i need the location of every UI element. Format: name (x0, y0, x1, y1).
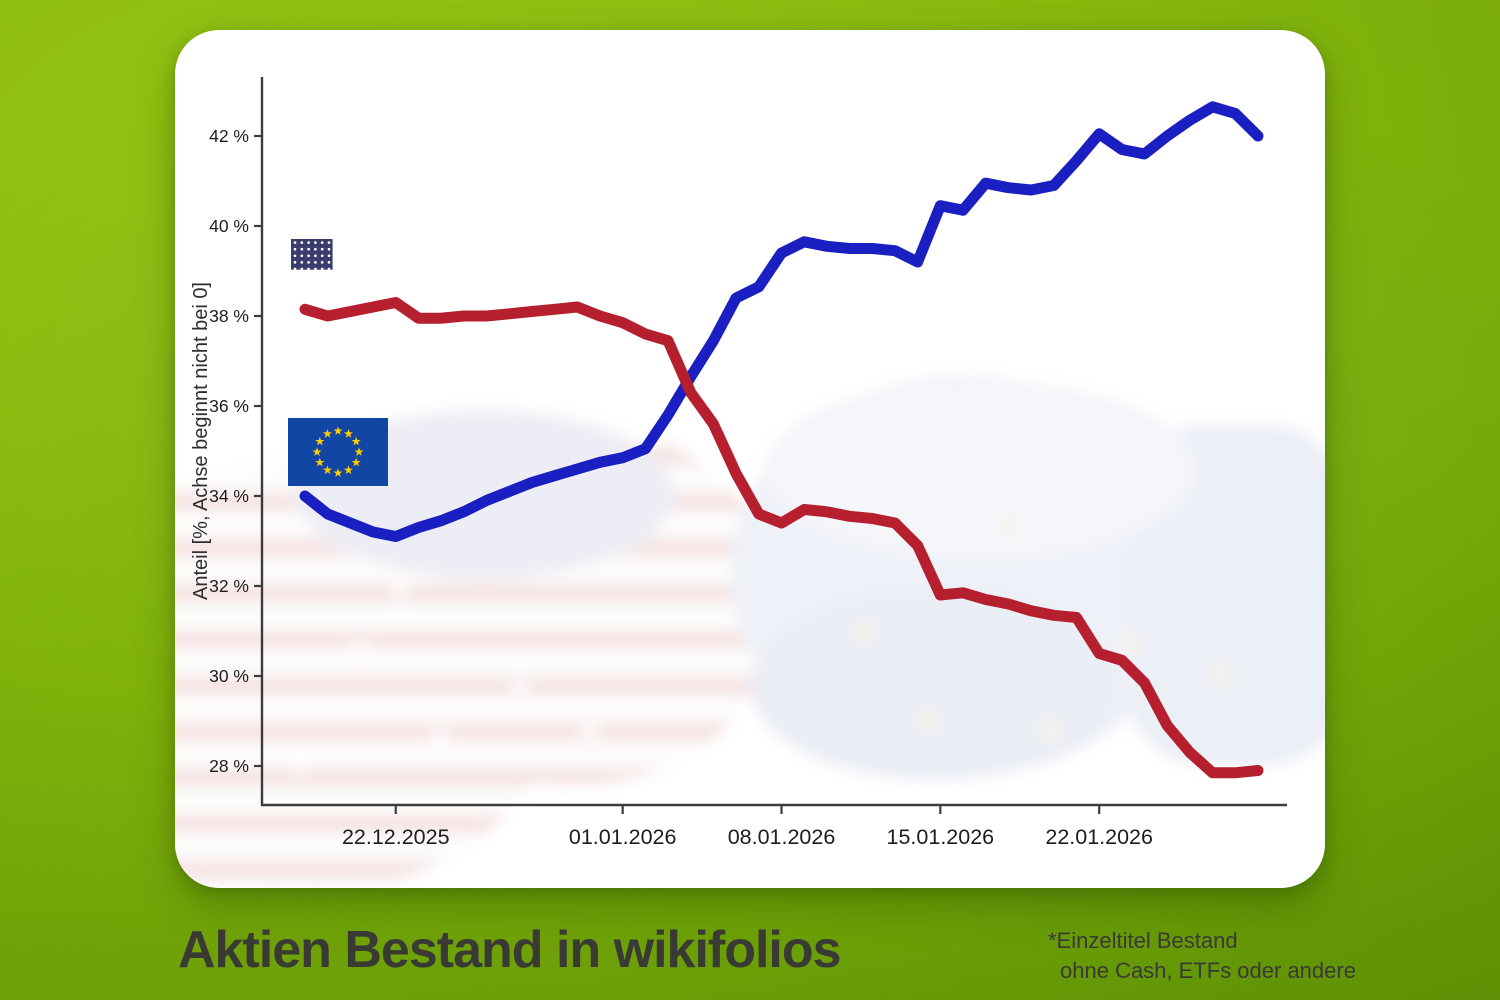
y-tick-label: 34 % (209, 486, 249, 506)
x-tick-label: 01.01.2026 (569, 825, 677, 849)
fists-watermark (175, 375, 1325, 888)
eu-flag-icon (288, 418, 388, 486)
axes (260, 77, 1287, 807)
footnote: *Einzeltitel Bestand ohne Cash, ETFs ode… (1048, 926, 1356, 985)
x-tick-label: 22.01.2026 (1045, 825, 1153, 849)
y-tick-label: 36 % (209, 396, 249, 416)
x-tick-label: 15.01.2026 (887, 825, 995, 849)
y-tick-label: 28 % (209, 756, 249, 776)
x-tick-label: 22.12.2025 (342, 825, 450, 849)
x-axis-ticks: 22.12.2025 01.01.2026 08.01.2026 15.01.2026… (342, 805, 1153, 849)
y-tick-label: 40 % (209, 216, 249, 236)
y-tick-label: 42 % (209, 126, 249, 146)
page-title: Aktien Bestand in wikifolios (178, 921, 842, 979)
footnote-line-1: *Einzeltitel Bestand (1048, 928, 1238, 953)
y-axis-ticks: 28 % 30 % 32 % 34 % 36 % 38 % 40 % 42 % (209, 126, 262, 776)
axis-lines (260, 77, 1287, 807)
footnote-line-2: ohne Cash, ETFs oder andere (1060, 957, 1356, 983)
y-tick-label: 30 % (209, 666, 249, 686)
y-tick-label: 38 % (209, 306, 249, 326)
y-tick-label: 32 % (209, 576, 249, 596)
line-chart: 28 % 30 % 32 % 34 % 36 % 38 % 40 % 42 % 22.12.20… (175, 77, 1325, 888)
us-series-line (299, 297, 1264, 779)
eu-series-line (299, 101, 1264, 542)
y-axis-label: Anteil [%, Achse beginnt nicht bei 0] (190, 282, 212, 600)
x-tick-label: 08.01.2026 (728, 825, 836, 849)
us-flag-icon (291, 239, 333, 271)
chart-card: 28 % 30 % 32 % 34 % 36 % 38 % 40 % 42 % 22.12.20… (175, 30, 1325, 888)
